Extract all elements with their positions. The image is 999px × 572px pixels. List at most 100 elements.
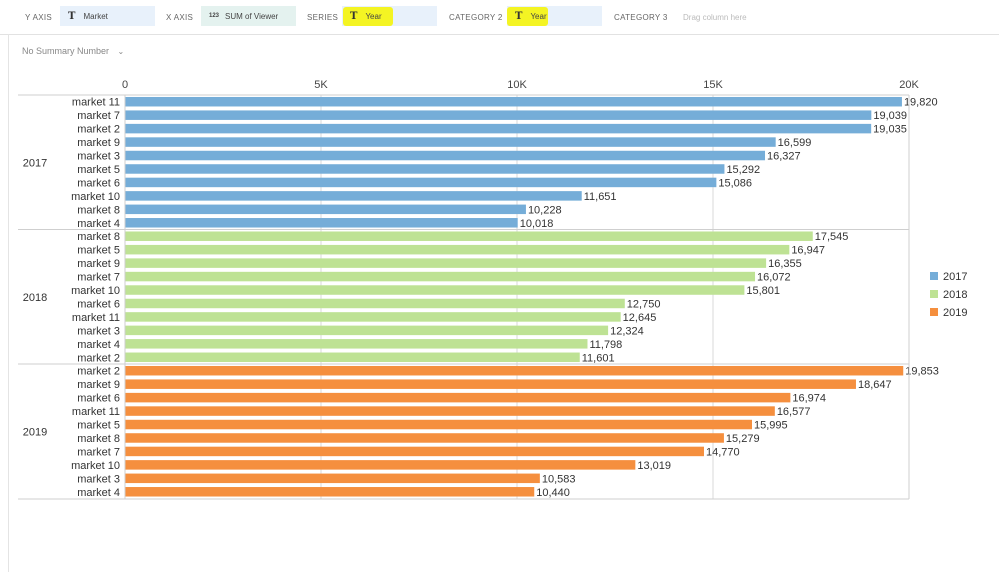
bar xyxy=(125,137,776,147)
category-label: market 5 xyxy=(77,164,120,176)
category-label: market 6 xyxy=(77,177,120,189)
bar xyxy=(125,123,872,134)
bar xyxy=(125,204,526,215)
data-label: 16,599 xyxy=(778,137,812,149)
category2-label: CATEGORY 2 xyxy=(449,13,503,22)
category-label: market 10 xyxy=(71,285,120,297)
field-toolbar: Y AXIS T Market X AXIS 123 SUM of Viewer… xyxy=(0,0,999,35)
data-label: 19,035 xyxy=(873,124,907,136)
category-label: market 4 xyxy=(77,487,120,499)
y-axis-field-name: Market xyxy=(83,11,108,21)
data-label: 10,018 xyxy=(520,218,554,230)
group-label: 2018 xyxy=(23,292,47,304)
category-label: market 7 xyxy=(77,446,120,458)
bar xyxy=(125,312,621,322)
data-label: 15,279 xyxy=(726,433,760,445)
category-label: market 4 xyxy=(77,218,120,230)
category-label: market 6 xyxy=(77,298,120,310)
category-label: market 2 xyxy=(77,352,120,364)
x-tick-label: 5K xyxy=(314,79,328,91)
data-label: 19,820 xyxy=(904,97,938,109)
bar xyxy=(125,150,766,161)
bar xyxy=(125,164,725,174)
bar xyxy=(125,96,902,107)
category-label: market 11 xyxy=(72,97,120,109)
category-label: market 11 xyxy=(72,312,120,324)
bar xyxy=(125,406,775,416)
data-label: 16,355 xyxy=(768,258,802,270)
x-tick-label: 20K xyxy=(899,79,919,91)
category-label: market 10 xyxy=(71,460,120,472)
data-label: 10,228 xyxy=(528,204,562,216)
text-type-icon: T xyxy=(515,10,523,22)
x-tick-label: 10K xyxy=(507,79,527,91)
category-label: market 5 xyxy=(77,420,120,432)
text-type-icon: T xyxy=(350,10,358,22)
category-label: market 7 xyxy=(77,110,120,122)
y-axis-field-pill[interactable]: T Market xyxy=(60,6,155,26)
group-label: 2017 xyxy=(23,157,47,169)
legend-label: 2019 xyxy=(943,307,967,319)
group-label: 2019 xyxy=(23,426,47,438)
category-label: market 8 xyxy=(77,204,120,216)
bar xyxy=(125,473,540,484)
category2-field-pill[interactable]: T Year xyxy=(507,6,602,26)
data-label: 15,086 xyxy=(718,177,752,189)
data-label: 19,853 xyxy=(905,366,939,378)
x-tick-label: 15K xyxy=(703,79,723,91)
summary-number-label: No Summary Number xyxy=(22,46,110,56)
category-label: market 2 xyxy=(77,366,120,378)
data-label: 12,645 xyxy=(623,312,657,324)
bar xyxy=(125,285,745,295)
data-label: 11,651 xyxy=(584,191,617,203)
data-label: 14,770 xyxy=(706,446,740,458)
bar xyxy=(125,433,724,443)
category2-field-name: Year xyxy=(530,11,547,21)
bar xyxy=(125,365,904,376)
data-label: 12,324 xyxy=(610,325,644,337)
data-label: 15,292 xyxy=(726,164,760,176)
data-label: 16,072 xyxy=(757,272,791,284)
data-label: 19,039 xyxy=(873,110,907,122)
category-label: market 8 xyxy=(77,433,120,445)
data-label: 11,601 xyxy=(582,352,615,364)
bar xyxy=(125,191,582,201)
category-label: market 11 xyxy=(72,406,120,418)
category3-drop-zone[interactable]: Drag column here xyxy=(683,13,747,22)
category-label: market 4 xyxy=(77,339,120,351)
data-label: 13,019 xyxy=(637,460,671,472)
data-label: 15,801 xyxy=(746,285,780,297)
x-tick-label: 0 xyxy=(122,79,128,91)
bar xyxy=(125,231,813,241)
category-label: market 8 xyxy=(77,231,120,243)
bar xyxy=(125,218,518,228)
bar xyxy=(125,446,704,457)
data-label: 10,440 xyxy=(536,487,570,499)
bar xyxy=(125,177,717,188)
series-field-pill[interactable]: T Year xyxy=(342,6,437,26)
data-label: 10,583 xyxy=(542,473,576,485)
data-label: 11,798 xyxy=(589,339,622,351)
category-label: market 10 xyxy=(71,191,120,203)
summary-number-dropdown[interactable]: No Summary Number ⌄ xyxy=(22,46,124,56)
legend-swatch xyxy=(930,308,938,316)
x-axis-field-pill[interactable]: 123 SUM of Viewer xyxy=(201,6,296,26)
bar xyxy=(125,271,756,282)
category-label: market 7 xyxy=(77,272,120,284)
bar xyxy=(125,352,580,363)
x-axis-field-name: SUM of Viewer xyxy=(225,11,279,21)
series-label: SERIES xyxy=(307,13,339,22)
category-label: market 9 xyxy=(77,137,120,149)
bar xyxy=(125,487,535,497)
text-type-icon: T xyxy=(68,10,76,22)
bar xyxy=(125,419,753,430)
data-label: 16,577 xyxy=(777,406,811,418)
legend-label: 2018 xyxy=(943,289,967,301)
legend-label: 2017 xyxy=(943,271,967,283)
bar xyxy=(125,460,636,470)
category-label: market 3 xyxy=(77,151,120,163)
data-label: 16,947 xyxy=(791,245,825,257)
category-label: market 3 xyxy=(77,473,120,485)
category-label: market 3 xyxy=(77,325,120,337)
category-label: market 2 xyxy=(77,124,120,136)
